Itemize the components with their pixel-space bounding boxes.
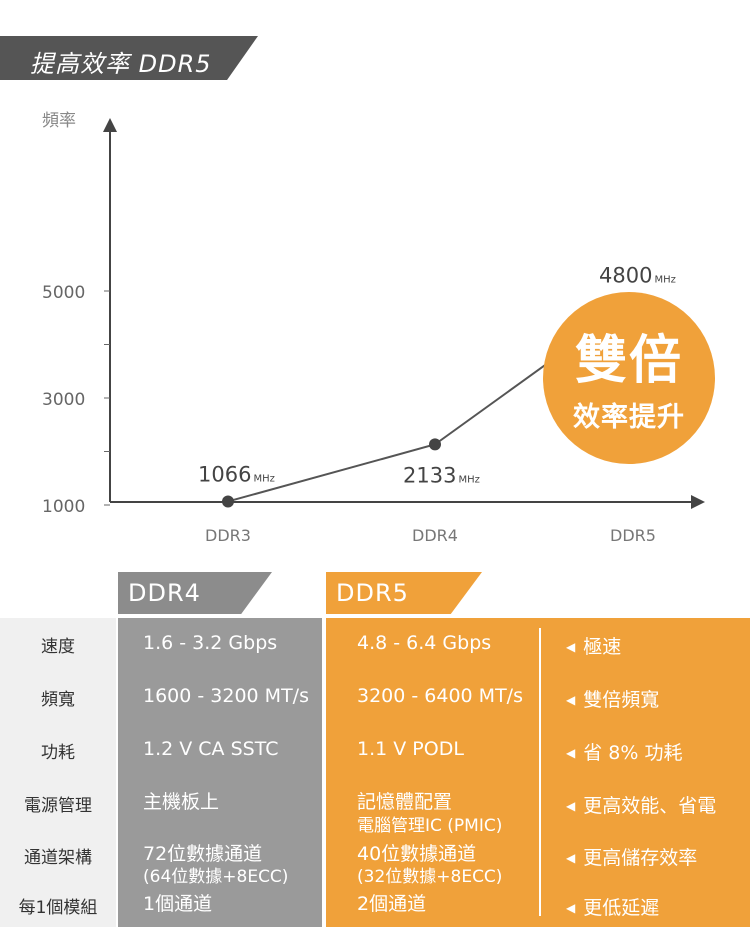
ddr5-speed: 4.8 - 6.4 Gbps bbox=[357, 632, 492, 654]
title-banner bbox=[0, 36, 258, 80]
row-label-power-management: 電源管理 bbox=[24, 796, 92, 816]
benefit-power: ◀ 省 8% 功耗 bbox=[566, 738, 682, 765]
benefit-channel-architecture-text: 更高儲存效率 bbox=[583, 847, 698, 869]
ddr5-power-management: 記憶體配置 bbox=[357, 791, 453, 813]
row-label-bandwidth: 頻寬 bbox=[41, 690, 75, 710]
y-axis-arrow bbox=[103, 118, 117, 132]
column-header-ddr4: DDR4 bbox=[118, 572, 272, 614]
benefit-speed: ◀ 極速 bbox=[566, 632, 621, 659]
row-labels-column bbox=[0, 618, 116, 927]
ddr4-power-management: 主機板上 bbox=[143, 791, 220, 813]
x-category-label: DDR3 bbox=[205, 526, 251, 545]
ddr4-speed: 1.6 - 3.2 Gbps bbox=[143, 632, 278, 654]
x-category-label: DDR4 bbox=[412, 526, 458, 545]
benefit-power-management-text: 更高效能、省電 bbox=[583, 795, 717, 817]
data-label: 4800 MHz bbox=[599, 264, 676, 288]
data-point bbox=[429, 438, 441, 451]
double-efficiency-badge: 雙倍 效率提升 bbox=[543, 292, 715, 464]
page-title: 提高效率 DDR5 bbox=[30, 50, 212, 78]
ddr5-power-management-detail: 電腦管理IC (PMIC) bbox=[357, 816, 503, 836]
ddr5-per-module: 2個通道 bbox=[357, 893, 427, 915]
badge-subtext: 效率提升 bbox=[573, 402, 685, 433]
badge-headline: 雙倍 bbox=[574, 331, 683, 391]
row-label-per-module: 每1個模組 bbox=[18, 898, 98, 918]
data-point bbox=[222, 495, 234, 508]
triangle-left-icon: ◀ bbox=[566, 746, 576, 760]
triangle-left-icon: ◀ bbox=[566, 799, 576, 813]
ddr5-bandwidth: 3200 - 6400 MT/s bbox=[357, 685, 523, 707]
benefit-power-text: 省 8% 功耗 bbox=[583, 742, 683, 764]
column-divider bbox=[539, 628, 541, 916]
row-label-speed: 速度 bbox=[41, 637, 75, 657]
ddr4-power: 1.2 V CA SSTC bbox=[143, 738, 279, 760]
ddr5-channel-architecture-detail: (32位數據+8ECC) bbox=[357, 867, 503, 887]
data-label: 2133 MHz bbox=[403, 463, 480, 487]
triangle-left-icon: ◀ bbox=[566, 901, 576, 915]
benefit-power-management: ◀ 更高效能、省電 bbox=[566, 791, 716, 818]
y-tick-label: 5000 bbox=[42, 283, 85, 303]
benefit-bandwidth: ◀ 雙倍頻寬 bbox=[566, 685, 659, 712]
ddr4-channel-architecture: 72位數據通道 bbox=[143, 843, 263, 865]
frequency-line-chart: 頻率 5000 3000 1000 1066 MHz 2133 MHz 4800 MHz DDR3 D… bbox=[42, 111, 705, 545]
y-axis-label: 頻率 bbox=[42, 111, 76, 131]
row-label-channel-architecture: 通道架構 bbox=[24, 848, 92, 868]
x-category-label: DDR5 bbox=[610, 526, 656, 545]
ddr5-power: 1.1 V PODL bbox=[357, 738, 464, 760]
benefit-bandwidth-text: 雙倍頻寬 bbox=[583, 689, 660, 711]
data-label: 1066 MHz bbox=[198, 462, 275, 486]
row-label-power: 功耗 bbox=[41, 743, 75, 763]
ddr5-column bbox=[326, 618, 750, 927]
y-tick-label: 3000 bbox=[42, 390, 85, 410]
x-axis-arrow bbox=[691, 495, 705, 509]
ddr4-column bbox=[118, 618, 322, 927]
ddr4-channel-architecture-detail: (64位數據+8ECC) bbox=[143, 867, 289, 887]
triangle-left-icon: ◀ bbox=[566, 851, 576, 865]
triangle-left-icon: ◀ bbox=[566, 693, 576, 707]
benefit-per-module-text: 更低延遲 bbox=[583, 897, 660, 919]
column-header-ddr5: DDR5 bbox=[326, 572, 482, 614]
ddr4-bandwidth: 1600 - 3200 MT/s bbox=[143, 685, 309, 707]
y-tick-label: 1000 bbox=[42, 497, 85, 517]
ddr4-per-module: 1個通道 bbox=[143, 893, 213, 915]
triangle-left-icon: ◀ bbox=[566, 640, 576, 654]
benefit-channel-architecture: ◀ 更高儲存效率 bbox=[566, 843, 697, 870]
benefit-speed-text: 極速 bbox=[583, 636, 622, 658]
benefit-per-module: ◀ 更低延遲 bbox=[566, 893, 659, 920]
ddr5-channel-architecture: 40位數據通道 bbox=[357, 843, 477, 865]
